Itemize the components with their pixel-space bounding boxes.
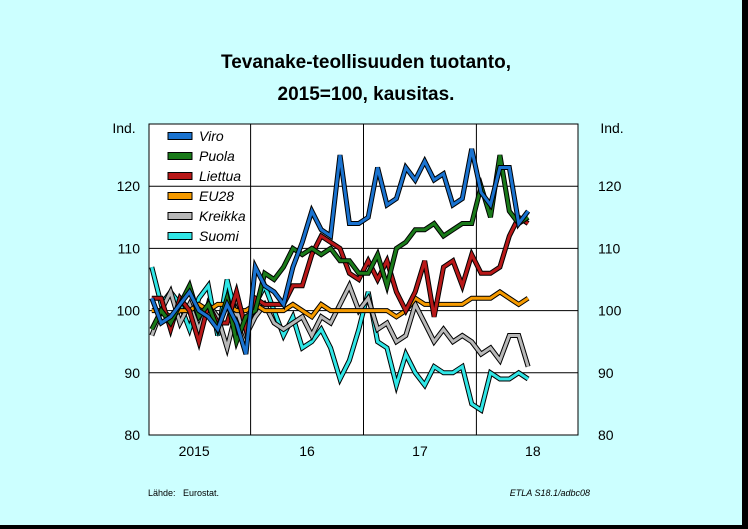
- x-tick-labels: 2015 16 17 18: [179, 443, 541, 459]
- legend-label: EU28: [199, 188, 234, 204]
- y-tick-label-left: 90: [124, 365, 140, 381]
- series-line-viro: [150, 148, 530, 355]
- legend-label: Suomi: [199, 228, 240, 244]
- y-axis-label-left: Ind.: [112, 120, 135, 136]
- y-tick-label-left: 100: [117, 303, 141, 319]
- series-line-eu28: [151, 290, 529, 319]
- y-tick-label-right: 110: [598, 240, 621, 256]
- legend-label: Liettua: [199, 168, 241, 184]
- legend: Viro Puola Liettua EU28 Kreikka Suomi: [167, 128, 246, 244]
- y-tick-label-left: 110: [118, 240, 141, 256]
- y-axis-label-right: Ind.: [600, 120, 623, 136]
- y-tick-label-right: 90: [598, 365, 614, 381]
- x-tick-label: 2015: [179, 443, 210, 459]
- legend-swatch: [167, 132, 193, 140]
- legend-swatch: [167, 212, 193, 220]
- plot-border: [148, 123, 579, 436]
- x-tick-label: 18: [525, 443, 541, 459]
- chart-code: ETLA S18.1/adbc08: [510, 488, 590, 498]
- legend-label: Viro: [199, 128, 224, 144]
- y-tick-label-right: 80: [598, 427, 614, 443]
- legend-swatch: [167, 172, 193, 180]
- source-value: Eurostat.: [183, 488, 219, 498]
- y-tick-label-right: 120: [598, 178, 622, 194]
- x-tick-label: 16: [299, 443, 315, 459]
- y-tick-label-right: 100: [598, 303, 622, 319]
- y-tick-labels: 80 80 90 90 100 100 110 110 120 120: [117, 178, 622, 443]
- legend-swatch: [167, 192, 193, 200]
- legend-label: Kreikka: [199, 208, 246, 224]
- legend-swatch: [167, 152, 193, 160]
- x-tick-label: 17: [412, 443, 428, 459]
- source-label: Lähde:: [148, 488, 176, 498]
- legend-swatch: [167, 232, 193, 240]
- series-lines: [149, 148, 531, 415]
- chart-title-line1: Tevanake-teollisuuden tuotanto,: [221, 52, 511, 73]
- y-tick-label-left: 120: [117, 178, 141, 194]
- y-tick-label-left: 80: [124, 427, 140, 443]
- chart-title-line2: 2015=100, kausitas.: [278, 84, 455, 105]
- legend-label: Puola: [199, 148, 235, 164]
